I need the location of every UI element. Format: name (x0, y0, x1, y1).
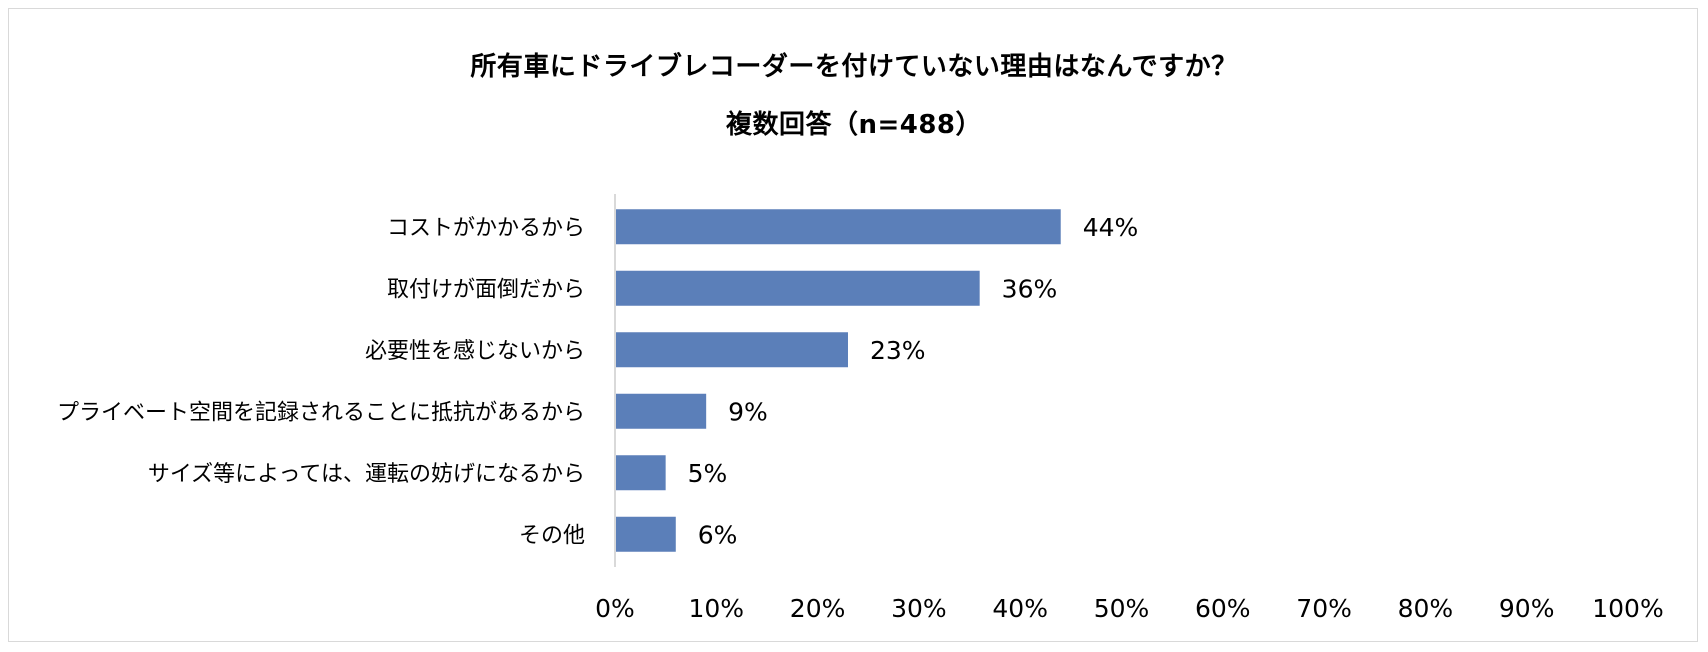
bar (615, 455, 666, 491)
category-label: 取付けが面倒だから (387, 277, 585, 302)
category-label: 必要性を感じないから (365, 339, 585, 364)
x-tick-label: 40% (992, 594, 1048, 623)
data-label: 44% (1083, 213, 1139, 242)
chart-frame (8, 8, 1698, 642)
bar (615, 270, 980, 306)
bar (615, 209, 1061, 245)
bar (615, 332, 848, 368)
data-label: 9% (728, 397, 768, 426)
data-label: 36% (1002, 274, 1058, 303)
x-tick-label: 90% (1499, 594, 1555, 623)
chart-subtitle: 複数回答（n=488） (725, 110, 983, 140)
x-tick-label: 100% (1592, 594, 1663, 623)
category-label: その他 (519, 523, 585, 548)
data-label: 5% (688, 459, 728, 488)
chart-title: 所有車にドライブレコーダーを付けていない理由はなんですか？ (470, 52, 1238, 82)
x-tick-label: 50% (1094, 594, 1150, 623)
category-label: サイズ等によっては、運転の妨げになるから (148, 462, 585, 487)
x-tick-label: 70% (1296, 594, 1352, 623)
bar (615, 516, 676, 552)
bar (615, 393, 707, 429)
x-tick-label: 10% (689, 594, 745, 623)
data-label: 6% (698, 520, 738, 549)
category-label: プライベート空間を記録されることに抵抗があるから (57, 400, 585, 425)
x-tick-label: 20% (790, 594, 846, 623)
x-tick-label: 30% (891, 594, 947, 623)
x-tick-label: 0% (595, 594, 635, 623)
data-label: 23% (870, 336, 926, 365)
category-label: コストがかかるから (387, 216, 585, 241)
x-tick-label: 80% (1398, 594, 1454, 623)
x-tick-label: 60% (1195, 594, 1251, 623)
